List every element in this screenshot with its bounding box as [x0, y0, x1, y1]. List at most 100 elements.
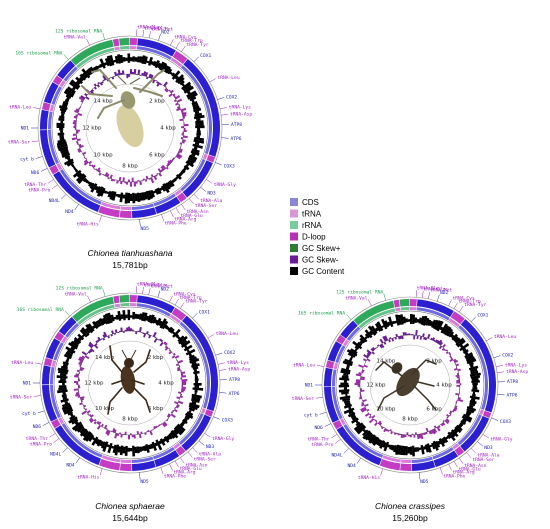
- gene-label: tRNA-Asp: [506, 369, 528, 375]
- gc-skew-bar: [88, 160, 93, 165]
- gc-content-bar: [377, 439, 383, 447]
- gc-content-bar: [74, 423, 84, 432]
- gc-content-bar: [59, 137, 65, 141]
- gc-content-bar: [347, 412, 356, 418]
- gc-content-bar: [122, 56, 126, 62]
- gc-content-bar: [60, 398, 69, 403]
- gc-skew-bar: [413, 434, 416, 438]
- gc-content-bar: [92, 320, 99, 330]
- gc-skew-bar: [387, 429, 390, 432]
- gene-label: 12S ribosomal RNA: [336, 289, 383, 295]
- gc-content-bar: [150, 189, 156, 198]
- gc-skew-bar: [118, 176, 122, 182]
- gene-arc: [42, 384, 58, 422]
- gc-content-bar: [132, 56, 136, 62]
- gc-content-bar: [84, 179, 89, 184]
- gc-content-bar: [71, 86, 76, 91]
- gc-content-bar: [448, 331, 455, 338]
- gene-label: tRNA-Lys: [227, 360, 249, 366]
- gc-skew-bar: [157, 168, 162, 173]
- gc-content-bar: [414, 447, 418, 452]
- gc-skew-bar: [114, 329, 118, 334]
- gc-skew-bar: [360, 389, 365, 392]
- gc-skew-bar: [177, 359, 183, 364]
- insect-photo: [375, 359, 437, 411]
- gc-content-bar: [104, 313, 111, 324]
- gene-arc: [379, 458, 401, 471]
- gc-content-bar: [469, 395, 480, 400]
- gene-label: tRNA-Met: [430, 288, 452, 294]
- gc-content-bar: [120, 314, 124, 319]
- gene-label: tRNA-Glu: [180, 466, 202, 472]
- gc-content-bar: [350, 356, 354, 360]
- gc-skew-bar: [120, 434, 123, 438]
- gc-content-bar: [160, 62, 168, 72]
- gc-content-bar: [458, 423, 463, 428]
- gc-skew-bar: [71, 137, 78, 141]
- gc-content-bar: [345, 366, 350, 370]
- gc-content-bar: [405, 318, 408, 323]
- gc-content-bar: [461, 418, 467, 423]
- gc-content-bar: [179, 171, 184, 175]
- gc-skew-bar: [395, 333, 398, 337]
- gene-arc: [178, 413, 204, 445]
- kbp-tick-label: 6 kbp: [148, 406, 164, 412]
- gene-label: COX3: [224, 163, 235, 169]
- gene-label: tRNA-Trp: [180, 295, 202, 301]
- kbp-scale: 14 kbp 2 kbp 4 kbp 6 kbp 8 kbp 10 kbp 12 kbp: [83, 99, 177, 170]
- gc-content-bar: [62, 382, 65, 386]
- gene-label: COX3: [500, 419, 511, 425]
- gc-skew-bar: [452, 410, 455, 413]
- gc-content-bar: [407, 319, 411, 322]
- gc-content-bar: [65, 351, 73, 358]
- gc-content-bar: [67, 411, 74, 416]
- gene-arc: [335, 345, 346, 364]
- gc-skew-bar: [88, 413, 92, 417]
- gc-skew-bar: [181, 133, 184, 136]
- gc-content-bar: [82, 430, 89, 438]
- gc-skew-bar: [155, 174, 158, 177]
- gene-label: tRNA-Ser: [8, 140, 30, 146]
- gene-label: ND2: [161, 29, 170, 35]
- gc-skew-bar: [178, 103, 181, 107]
- gc-skew-bar: [360, 388, 363, 391]
- gc-skew-bar: [83, 154, 85, 157]
- gc-content-bar: [189, 96, 197, 102]
- gc-content-bar: [107, 312, 113, 324]
- gc-skew-bar: [362, 367, 364, 370]
- gene-arc: [137, 295, 175, 314]
- gene-label: tRNA-Arg: [174, 216, 196, 222]
- gc-skew-bar: [425, 427, 429, 433]
- gc-content-bar: [469, 399, 477, 405]
- gc-content-bar: [71, 421, 82, 431]
- gene-arc: [482, 410, 492, 419]
- gc-content-bar: [382, 441, 387, 448]
- gc-skew-bar: [77, 113, 83, 116]
- gc-skew-bar: [161, 164, 167, 170]
- map-chionea-tianhuashana: tRNA-IletRNA-GlntRNA-MetND2tRNA-CystRNA-…: [8, 25, 253, 270]
- gc-skew-bar: [183, 129, 187, 133]
- gc-skew-bar: [90, 414, 94, 418]
- gc-skew-bar: [358, 364, 364, 368]
- gene-arc: [458, 325, 488, 410]
- gc-content-bar: [134, 193, 138, 202]
- gc-content-bar: [350, 414, 356, 419]
- gc-skew-bar: [114, 432, 118, 439]
- gc-skew-bar: [117, 332, 120, 334]
- gc-skew-bar: [79, 396, 85, 400]
- gc-content-bar: [374, 327, 379, 332]
- gc-skew-bar: [355, 381, 361, 384]
- gc-skew-bar: [376, 344, 380, 347]
- gene-arc: [130, 295, 138, 303]
- gene-label: COX1: [200, 53, 211, 59]
- gc-skew-bar: [354, 382, 361, 385]
- gc-content-bar: [101, 441, 107, 449]
- gene-arc: [460, 319, 496, 413]
- gc-content-bar: [431, 319, 437, 328]
- gene-label: tRNA-Gln: [144, 282, 166, 288]
- gc-skew-bar: [131, 329, 134, 332]
- gc-content-bar: [169, 328, 175, 334]
- gene-label: cyt b: [20, 157, 34, 163]
- gc-skew-bar: [72, 133, 77, 136]
- gene-arc: [70, 39, 114, 66]
